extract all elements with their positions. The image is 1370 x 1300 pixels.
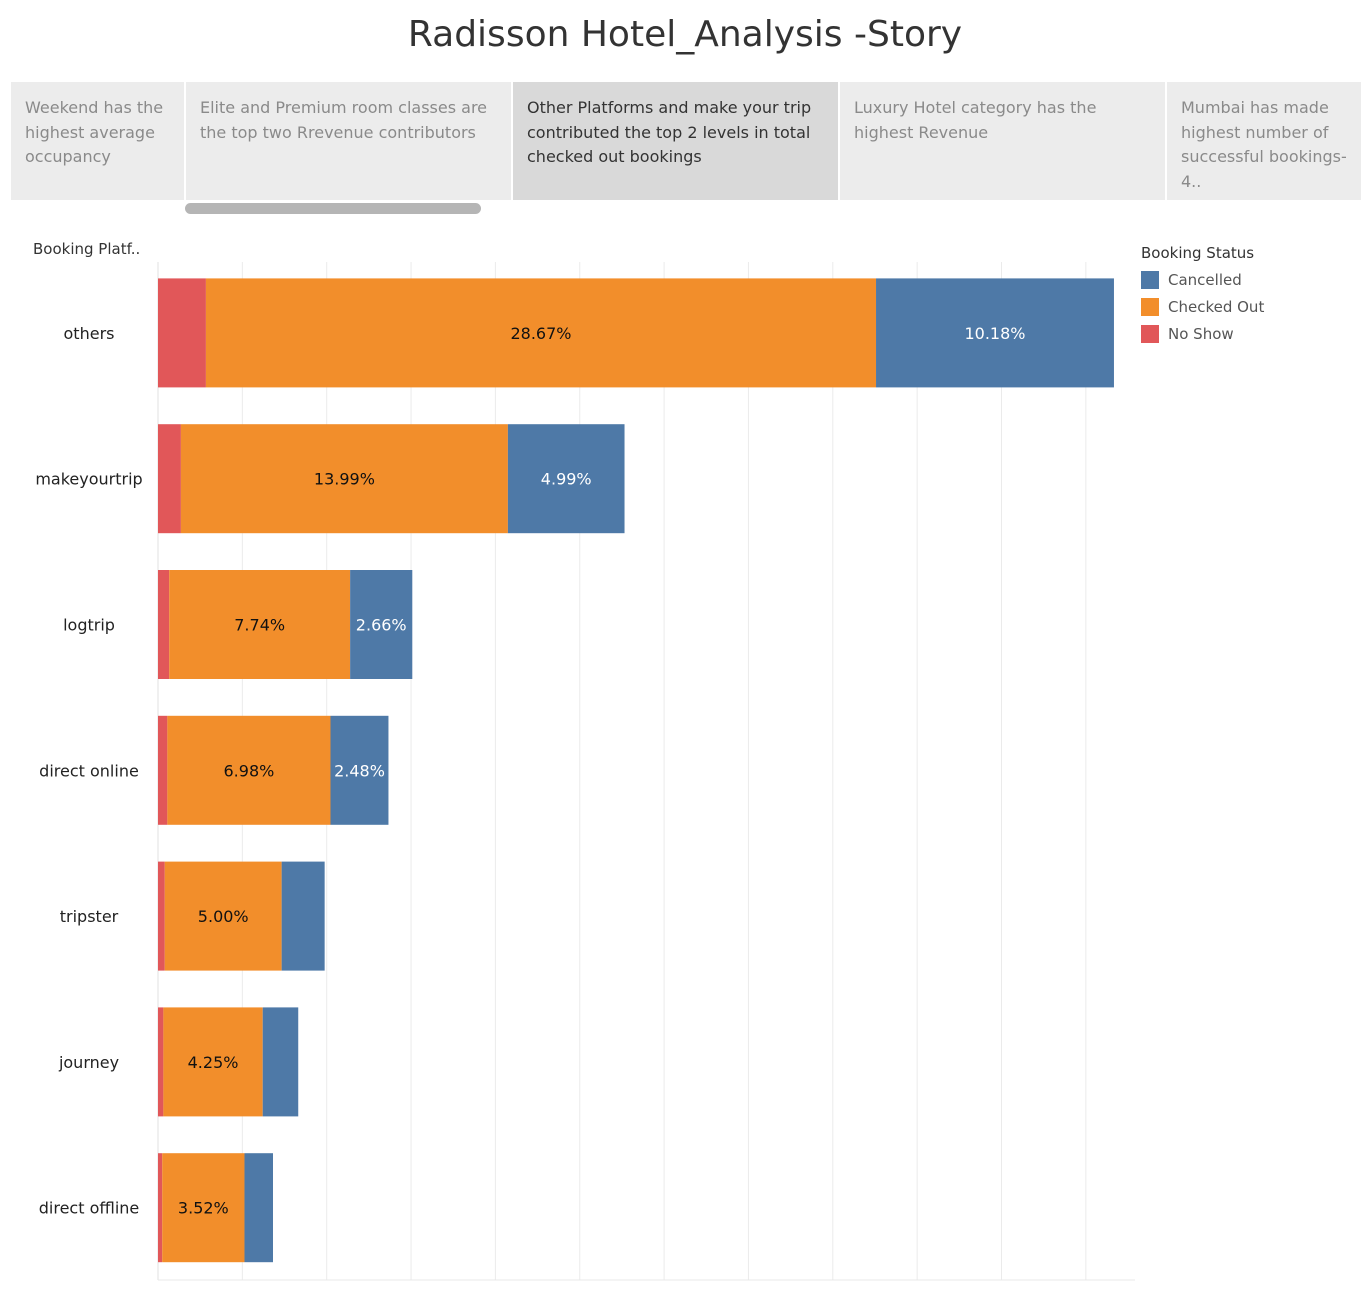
legend-title: Booking Status [1141,244,1255,262]
data-label: 4.99% [541,470,592,489]
y-axis-header: Booking Platf.. [33,240,141,258]
bar-cancelled [281,861,325,971]
bar-checked-out [164,861,282,971]
bar-no-show [158,1007,164,1117]
data-label: 3.52% [178,1199,229,1218]
data-label: 4.25% [188,1053,239,1072]
bar-no-show [158,570,170,679]
legend-item-checked-out[interactable]: Checked Out [1141,293,1264,320]
legend-item-no-show[interactable]: No Show [1141,320,1264,347]
category-label: logtrip [63,616,115,635]
bar-cancelled [350,570,413,679]
data-label: 5.00% [198,907,249,926]
legend-label-checked-out: Checked Out [1168,297,1265,316]
bar-checked-out [205,278,877,388]
bar-checked-out [169,570,351,679]
bar-cancelled [244,1153,273,1263]
story-tabs: Weekend has the highest average occupanc… [11,82,1361,200]
story-tab-1[interactable]: Weekend has the highest average occupanc… [11,82,184,200]
category-label: makeyourtrip [35,470,142,489]
story-tab-4[interactable]: Luxury Hotel category has the highest Re… [840,82,1165,200]
bar-no-show [158,278,206,388]
bar-no-show [158,861,165,971]
bar-cancelled [876,278,1114,388]
legend: Booking Status Cancelled Checked Out No … [1141,244,1264,347]
legend-swatch-checked-out [1141,297,1159,316]
bar-checked-out [167,715,331,825]
data-label: 6.98% [224,761,275,780]
data-label: 13.99% [314,470,375,489]
bar-checked-out [162,1153,245,1263]
data-label: 28.67% [510,324,571,343]
legend-swatch-no-show [1141,324,1159,343]
data-label: 2.66% [356,616,407,635]
tabs-scrollbar[interactable] [185,203,481,214]
story-tab-3[interactable]: Other Platforms and make your trip contr… [513,82,838,200]
legend-item-cancelled[interactable]: Cancelled [1141,266,1264,293]
story-title: Radisson Hotel_Analysis -Story [407,14,963,55]
bar-cancelled [330,715,389,825]
bar-no-show [158,1153,163,1263]
legend-label-no-show: No Show [1168,324,1234,343]
bar-cancelled [507,424,625,534]
data-label: 10.18% [964,324,1025,343]
data-label: 7.74% [234,616,285,635]
bar-no-show [158,424,181,534]
data-label: 2.48% [334,761,385,780]
category-label: direct offline [39,1199,140,1218]
category-label: tripster [60,907,119,926]
legend-label-cancelled: Cancelled [1168,270,1242,289]
story-tab-2[interactable]: Elite and Premium room classes are the t… [186,82,511,200]
bar-checked-out [163,1007,263,1117]
category-label: journey [58,1053,119,1072]
bar-cancelled [262,1007,299,1117]
bar-checked-out [180,424,508,534]
legend-swatch-cancelled [1141,270,1159,289]
bar-no-show [158,715,168,825]
category-label: direct online [39,761,139,780]
story-tab-5[interactable]: Mumbai has made highest number of succes… [1167,82,1361,200]
category-label: others [64,324,115,343]
